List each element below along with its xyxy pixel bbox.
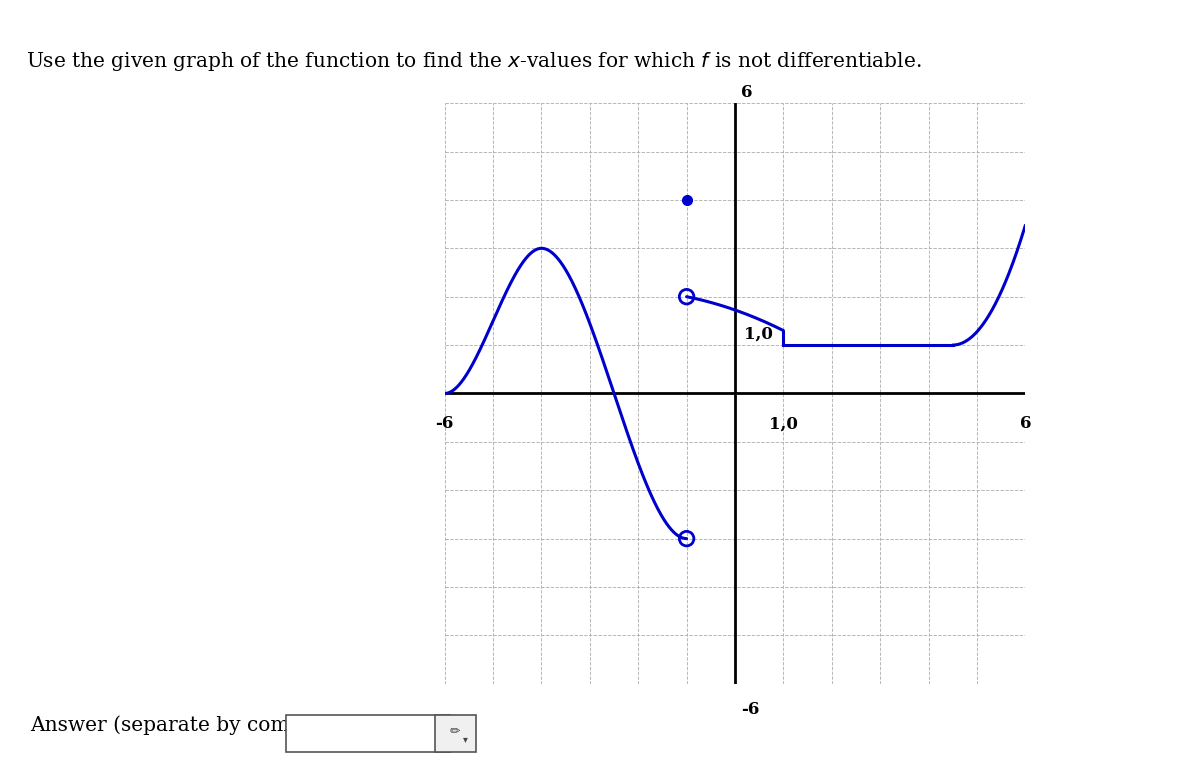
Text: Answer (separate by commas):  x =: Answer (separate by commas): x = bbox=[30, 715, 394, 735]
Text: 6: 6 bbox=[740, 84, 752, 101]
FancyBboxPatch shape bbox=[436, 714, 476, 753]
FancyBboxPatch shape bbox=[287, 714, 450, 753]
Text: -6: -6 bbox=[436, 416, 454, 432]
Text: Use the given graph of the function to find the $x$-values for which $f$ is not : Use the given graph of the function to f… bbox=[26, 50, 922, 73]
Text: ✏: ✏ bbox=[450, 725, 461, 738]
Text: 1,0: 1,0 bbox=[769, 416, 798, 432]
Text: -6: -6 bbox=[740, 701, 760, 717]
Text: ▾: ▾ bbox=[462, 734, 468, 744]
Text: 1,0: 1,0 bbox=[744, 325, 773, 342]
Text: 6: 6 bbox=[1020, 416, 1031, 432]
